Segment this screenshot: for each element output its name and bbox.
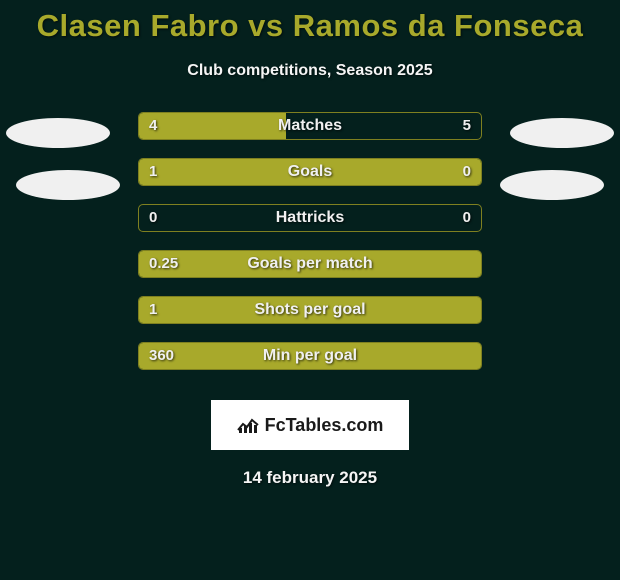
bar-fill-left (139, 343, 481, 369)
bar-fill-left (139, 251, 481, 277)
bar-fill-left (139, 113, 286, 139)
bar-row: 4 Matches 5 (138, 112, 482, 140)
bar-row: 1 Goals 0 (138, 158, 482, 186)
bar-fill-right (402, 159, 481, 185)
bar-fill-left (139, 159, 402, 185)
player-right-avatar-placeholder-1 (510, 118, 614, 148)
page-title: Clasen Fabro vs Ramos da Fonseca (0, 8, 620, 44)
bar-row: 0 Hattricks 0 (138, 204, 482, 232)
subtitle: Club competitions, Season 2025 (0, 62, 620, 80)
chart-icon (237, 416, 259, 434)
date-label: 14 february 2025 (0, 468, 620, 488)
bar-value-left: 0 (149, 205, 157, 231)
bar-value-right: 5 (463, 113, 471, 139)
bar-fill-left (139, 297, 481, 323)
bar-value-right: 0 (463, 205, 471, 231)
bar-row: 0.25 Goals per match (138, 250, 482, 278)
fctables-logo[interactable]: FcTables.com (211, 400, 409, 450)
player-left-avatar-placeholder-2 (16, 170, 120, 200)
logo-text: FcTables.com (265, 415, 384, 436)
comparison-card: Clasen Fabro vs Ramos da Fonseca Club co… (0, 0, 620, 580)
stats-area: 4 Matches 5 1 Goals 0 0 Hattricks 0 (0, 112, 620, 382)
bar-row: 1 Shots per goal (138, 296, 482, 324)
player-right-avatar-placeholder-2 (500, 170, 604, 200)
player-left-avatar-placeholder-1 (6, 118, 110, 148)
bar-row: 360 Min per goal (138, 342, 482, 370)
bars-container: 4 Matches 5 1 Goals 0 0 Hattricks 0 (138, 112, 482, 388)
bar-label: Hattricks (139, 205, 481, 231)
